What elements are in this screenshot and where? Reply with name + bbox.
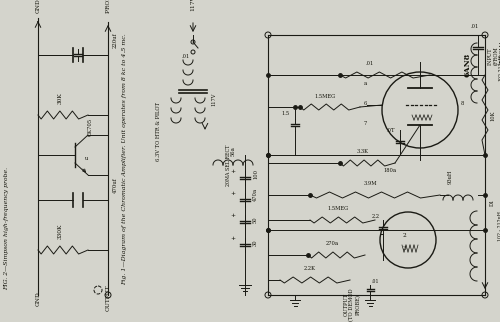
Text: 330K: 330K — [58, 223, 62, 239]
Text: +: + — [230, 169, 235, 174]
Text: 30: 30 — [253, 239, 258, 246]
Text: GND: GND — [36, 0, 41, 13]
Text: Fig. 1—Diagram of the Chromatic Amplifier. Unit operates from 8 kc to 4.5 mc.: Fig. 1—Diagram of the Chromatic Amplifie… — [122, 33, 128, 285]
Text: 30K: 30K — [58, 92, 62, 104]
Text: +: + — [230, 236, 235, 241]
Text: 117V: 117V — [211, 92, 216, 106]
Text: 6.3V TO HTR & PILOT: 6.3V TO HTR & PILOT — [156, 102, 160, 161]
Text: OUTPUT: OUTPUT — [106, 285, 110, 311]
Text: .0T: .0T — [386, 128, 395, 133]
Text: PROBE TIP: PROBE TIP — [106, 0, 110, 13]
Text: 102-212uH: 102-212uH — [498, 54, 500, 81]
Text: a: a — [364, 81, 367, 86]
Text: u: u — [85, 156, 88, 161]
Text: 2.2: 2.2 — [372, 214, 380, 219]
Text: +: + — [230, 213, 235, 218]
Text: 102 - 212uH: 102 - 212uH — [498, 211, 500, 241]
Text: FIG. 2—Simpson high-frequency probe.: FIG. 2—Simpson high-frequency probe. — [4, 167, 10, 290]
Text: .01: .01 — [372, 279, 380, 284]
Text: 470uf: 470uf — [113, 177, 118, 193]
Text: CK705: CK705 — [88, 118, 93, 136]
Text: 180a: 180a — [384, 168, 396, 173]
Text: 1.5: 1.5 — [282, 111, 290, 116]
Text: 10K: 10K — [490, 110, 495, 121]
Text: 1.5MEG: 1.5MEG — [328, 206, 348, 211]
Text: D1: D1 — [490, 199, 495, 206]
Text: 2: 2 — [402, 233, 406, 238]
Text: 56a: 56a — [230, 146, 235, 156]
Text: 117VAC: 117VAC — [190, 0, 196, 11]
Text: 6: 6 — [364, 101, 368, 106]
Text: 470a: 470a — [253, 188, 258, 201]
Text: 8: 8 — [461, 101, 464, 106]
Text: 20MA SEL RECT: 20MA SEL RECT — [226, 145, 230, 186]
Text: 50: 50 — [253, 216, 258, 223]
Text: 2.2K: 2.2K — [304, 266, 316, 271]
Text: 3.9M: 3.9M — [363, 181, 377, 186]
Text: 93uH: 93uH — [448, 170, 453, 184]
Text: .01: .01 — [182, 54, 190, 59]
Text: 270a: 270a — [326, 241, 338, 246]
Text: INPUT
(FROM
CHROMA
CNT.): INPUT (FROM CHROMA CNT.) — [488, 40, 500, 65]
Text: 3: 3 — [402, 246, 406, 251]
Text: 7: 7 — [364, 121, 367, 126]
Text: .01: .01 — [471, 24, 479, 29]
Text: .01: .01 — [366, 61, 374, 66]
Text: GND: GND — [36, 291, 41, 306]
Text: 6AN8: 6AN8 — [463, 53, 471, 77]
Text: OUTPUT
(TO DEMOD
PROBE): OUTPUT (TO DEMOD PROBE) — [344, 288, 360, 321]
Text: 100: 100 — [253, 169, 258, 179]
Text: 1.5MEG: 1.5MEG — [314, 94, 336, 99]
Text: 3.3K: 3.3K — [357, 149, 369, 154]
Text: 220uf: 220uf — [113, 33, 118, 48]
Text: +: + — [230, 191, 235, 196]
